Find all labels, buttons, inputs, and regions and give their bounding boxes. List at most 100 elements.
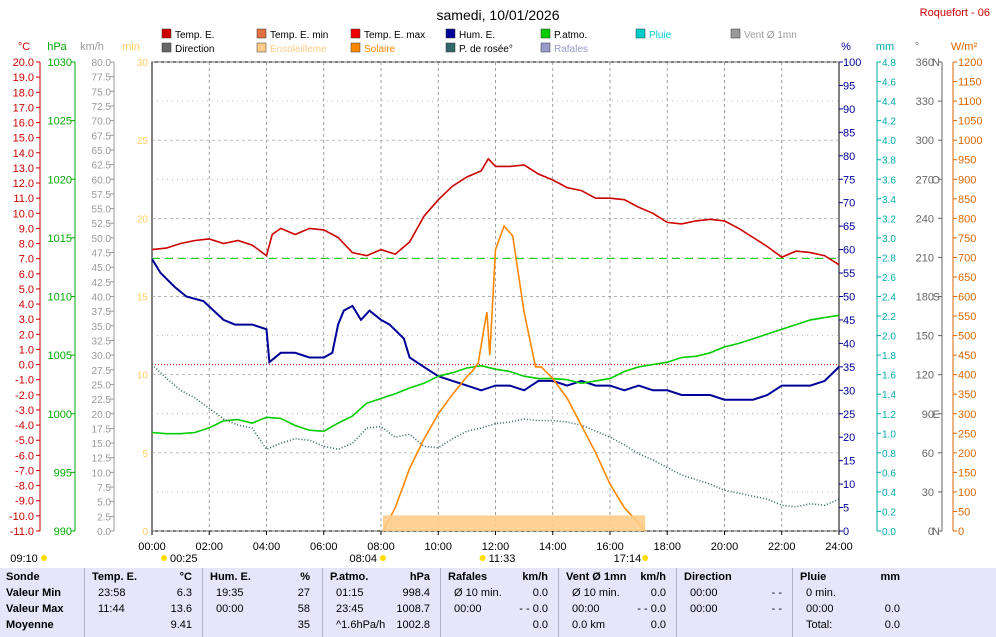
direction-tick-label: 90 [922, 409, 934, 421]
legend-label: Hum. E. [459, 30, 495, 41]
temp-tick-label: -1.0 [15, 375, 34, 387]
temp-tick-label: 1.0 [19, 344, 34, 356]
summary-cell-value: 1008.7 [396, 603, 430, 615]
summary-table: Sonde Valeur Min Valeur Max Moyenne Temp. E.… [0, 568, 996, 637]
summary-cell-label: Ø 10 min. [454, 587, 502, 599]
direction-tick-label: 330 [916, 96, 934, 108]
time-tick-label: 20:00 [711, 541, 739, 553]
humidity-tick-label: 85 [843, 127, 855, 139]
summary-cell-label: ^1.6hPa/h [336, 619, 386, 631]
temp-tick-label: 12.0 [13, 178, 34, 190]
wind-tick-label: 80.0 [92, 58, 112, 69]
time-tick-label: 22:00 [768, 541, 796, 553]
direction-tick-label: 360 [916, 57, 934, 69]
time-marker-dot [479, 555, 486, 561]
humidity-tick-label: 55 [843, 268, 855, 280]
humidity-tick-label: 0 [843, 526, 849, 538]
solar-tick-label: 1200 [958, 57, 982, 69]
solar-tick-label: 550 [958, 311, 976, 323]
direction-tick-label: 240 [916, 213, 934, 225]
temp-tick-label: 14.0 [13, 148, 34, 160]
summary-cell-label: 19:35 [216, 587, 244, 599]
legend-swatch [350, 42, 361, 53]
solar-tick-label: 250 [958, 428, 976, 440]
wind-tick-label: 55.0 [92, 205, 112, 216]
legend-label: P.atmo. [554, 30, 587, 41]
humidity-tick-label: 95 [843, 80, 855, 92]
solar-tick-label: 750 [958, 233, 976, 245]
summary-cell-label: 00:00 [690, 587, 718, 599]
summary-row-label: Sonde [6, 571, 40, 583]
legend-swatch [730, 28, 741, 39]
summary-cell-label: 00:00 [216, 603, 244, 615]
temp-tick-label: -8.0 [15, 481, 34, 493]
rain-tick-label: 0.4 [882, 488, 896, 499]
solar-axis-unit: W/m² [951, 41, 978, 53]
solar-tick-label: 50 [958, 506, 970, 518]
temp-tick-label: 8.0 [19, 239, 34, 251]
temp-tick-label: -11.0 [10, 526, 34, 538]
temp-tick-label: 3.0 [19, 314, 34, 326]
legend-swatch [350, 28, 361, 39]
series-line [151, 314, 840, 435]
humidity-tick-label: 60 [843, 245, 855, 257]
time-tick-label: 06:00 [310, 541, 338, 553]
direction-tick-label: 30 [922, 487, 934, 499]
solar-tick-label: 850 [958, 194, 976, 206]
summary-column-separator [676, 568, 677, 637]
time-tick-label: 18:00 [653, 541, 681, 553]
rain-tick-label: 4.8 [882, 58, 896, 69]
humidity-tick-label: 90 [843, 104, 855, 116]
legend-swatch [256, 42, 267, 53]
summary-cell-label: 01:15 [336, 587, 364, 599]
solar-tick-label: 650 [958, 272, 976, 284]
legend-label: Temp. E. max [364, 30, 425, 41]
summary-column-separator [440, 568, 441, 637]
humidity-tick-label: 5 [843, 503, 849, 515]
solar-tick-label: 350 [958, 389, 976, 401]
pressure-tick-label: 995 [54, 467, 72, 479]
temp-tick-label: 10.0 [13, 208, 34, 220]
humidity-tick-label: 75 [843, 174, 855, 186]
pressure-tick-label: 1025 [48, 116, 72, 128]
summary-cell-value: - - [771, 603, 782, 615]
series-line [151, 157, 840, 266]
wind-tick-label: 22.5 [92, 395, 112, 406]
minutes-tick-label: 25 [137, 136, 149, 147]
wind-tick-label: 17.5 [92, 424, 112, 435]
wind-tick-label: 47.5 [92, 249, 112, 260]
minutes-axis-unit: min [122, 41, 140, 53]
temp-tick-label: 9.0 [19, 223, 34, 235]
legend-label: Direction [175, 44, 214, 55]
solar-tick-label: 1000 [958, 135, 982, 147]
rain-tick-label: 0.0 [882, 527, 896, 538]
wind-tick-label: 40.0 [92, 293, 112, 304]
wind-tick-label: 30.0 [92, 351, 112, 362]
wind-tick-label: 37.5 [92, 307, 112, 318]
summary-cell-value: 998.4 [402, 587, 430, 599]
direction-tick-label: 180 [916, 292, 934, 304]
solar-tick-label: 1100 [958, 96, 982, 108]
solar-tick-label: 700 [958, 252, 976, 264]
rain-tick-label: 2.0 [882, 332, 896, 343]
time-tick-label: 14:00 [539, 541, 567, 553]
direction-cardinal: S [933, 292, 940, 304]
summary-cell-value: 35 [297, 619, 310, 631]
summary-cell-value: 0.0 [532, 619, 548, 631]
summary-cell-label: 23:58 [98, 587, 126, 599]
sunshine-band [383, 515, 646, 531]
summary-group-header: Vent Ø 1mn [566, 571, 627, 583]
summary-group-header: Direction [684, 571, 732, 583]
legend-swatch [635, 28, 646, 39]
legend-swatch [161, 28, 172, 39]
rain-tick-label: 0.6 [882, 468, 896, 479]
wind-tick-label: 45.0 [92, 263, 112, 274]
temp-tick-label: -9.0 [15, 496, 34, 508]
time-tick-label: 00:00 [138, 541, 166, 553]
wind-tick-label: 60.0 [92, 175, 112, 186]
solar-tick-label: 100 [958, 487, 976, 499]
summary-cell-label: 00:00 [690, 603, 718, 615]
temp-tick-label: 11.0 [13, 193, 34, 205]
minutes-tick-label: 15 [137, 293, 149, 304]
temp-tick-label: -2.0 [15, 390, 34, 402]
